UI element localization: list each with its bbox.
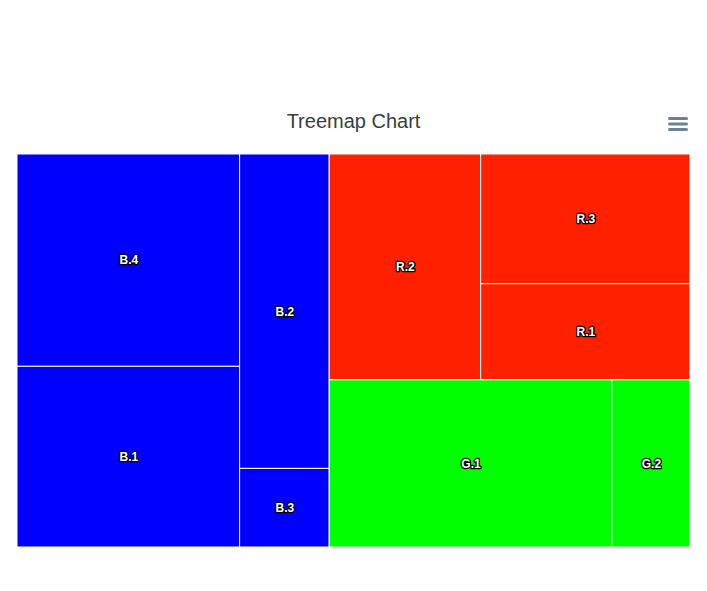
- svg-text:B.2: B.2: [276, 305, 295, 319]
- svg-text:R.2: R.2: [396, 260, 415, 274]
- html-text:Treemap Chart: Treemap Chart: [286, 110, 421, 132]
- svg-text:B.3: B.3: [276, 501, 295, 515]
- svg-text:B.1: B.1: [119, 450, 138, 464]
- svg-text:R.3: R.3: [576, 212, 595, 226]
- svg-text:G.1: G.1: [461, 457, 481, 471]
- svg-text:B.4: B.4: [119, 253, 138, 267]
- svg-text:G.2: G.2: [642, 457, 662, 471]
- svg-text:R.1: R.1: [576, 325, 595, 339]
